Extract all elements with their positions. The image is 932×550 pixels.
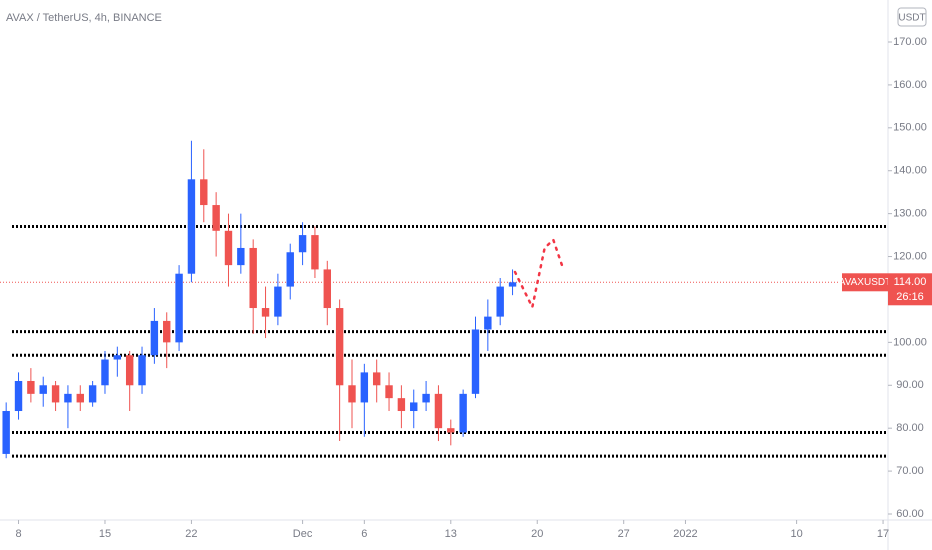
candle-body — [175, 273, 183, 343]
x-tick-label: 6 — [361, 528, 367, 540]
candle-body — [385, 385, 393, 399]
candle-body — [163, 320, 171, 343]
candle-body — [471, 329, 480, 394]
candle-body — [39, 385, 47, 394]
candle-body — [434, 393, 443, 429]
candle-body — [187, 179, 196, 274]
y-tick-label: 150.00 — [893, 122, 927, 134]
candle-body — [508, 282, 517, 287]
candle-body — [125, 355, 134, 386]
candle-body — [51, 385, 60, 403]
candle-body — [237, 247, 245, 266]
candle-body — [496, 286, 504, 317]
candle-body — [447, 428, 455, 433]
candle-body — [113, 355, 122, 360]
candle-body — [348, 385, 356, 403]
chart-title: AVAX / TetherUS, 4h, BINANCE — [6, 12, 162, 24]
x-tick-label: 13 — [445, 528, 457, 540]
x-tick-label: 2022 — [673, 528, 697, 540]
candle-body — [64, 393, 72, 403]
symbol-tag — [842, 273, 888, 292]
currency-button[interactable] — [897, 7, 927, 27]
candle-body — [249, 247, 257, 309]
candle-body — [323, 269, 331, 309]
candle-body — [101, 359, 109, 386]
candle-body — [27, 380, 35, 394]
symbol-label: AVAXUSDT — [839, 277, 891, 288]
x-tick-label: 10 — [790, 528, 802, 540]
x-tick-label: Dec — [293, 528, 313, 540]
candle-body — [261, 308, 270, 317]
x-tick-label: 17 — [877, 528, 889, 540]
candle-body — [88, 385, 97, 403]
candle-body — [298, 235, 307, 253]
x-tick-label: 8 — [15, 528, 21, 540]
candle-body — [459, 393, 467, 433]
x-tick-label: 27 — [618, 528, 630, 540]
candle-body — [14, 380, 23, 412]
candle-body — [372, 372, 381, 386]
candle-body — [150, 320, 159, 356]
y-tick-label: 70.00 — [896, 465, 924, 477]
y-tick-label: 130.00 — [893, 208, 927, 220]
x-tick-label: 15 — [99, 528, 111, 540]
candle-body — [397, 398, 406, 412]
y-tick-label: 60.00 — [896, 508, 924, 520]
candle-body — [2, 411, 10, 454]
candle-body — [360, 372, 369, 403]
y-tick-label: 90.00 — [896, 379, 924, 391]
candle-body — [484, 316, 492, 330]
candle-body — [138, 355, 146, 386]
y-tick-label: 80.00 — [896, 422, 924, 434]
x-tick-label: 20 — [531, 528, 543, 540]
y-tick-label: 170.00 — [893, 36, 927, 48]
countdown-label: 26:16 — [896, 291, 924, 303]
y-tick-label: 120.00 — [893, 250, 927, 262]
candle-body — [422, 393, 430, 403]
candle-body — [410, 402, 418, 412]
y-tick-label: 100.00 — [893, 336, 927, 348]
price-tag — [888, 273, 932, 306]
candle-body — [286, 252, 294, 287]
candle-body — [274, 286, 282, 317]
price-label: 114.00 — [894, 276, 927, 288]
currency-label[interactable]: USDT — [898, 13, 925, 24]
candle-body — [76, 393, 84, 403]
candle-body — [212, 205, 220, 231]
candle-body — [311, 235, 319, 270]
y-tick-label: 140.00 — [893, 165, 927, 177]
x-tick-label: 22 — [185, 528, 197, 540]
y-tick-label: 160.00 — [893, 79, 927, 91]
candle-body — [200, 179, 208, 206]
candle-body — [335, 308, 344, 386]
candle-body — [224, 230, 233, 266]
projection-path — [513, 237, 564, 311]
